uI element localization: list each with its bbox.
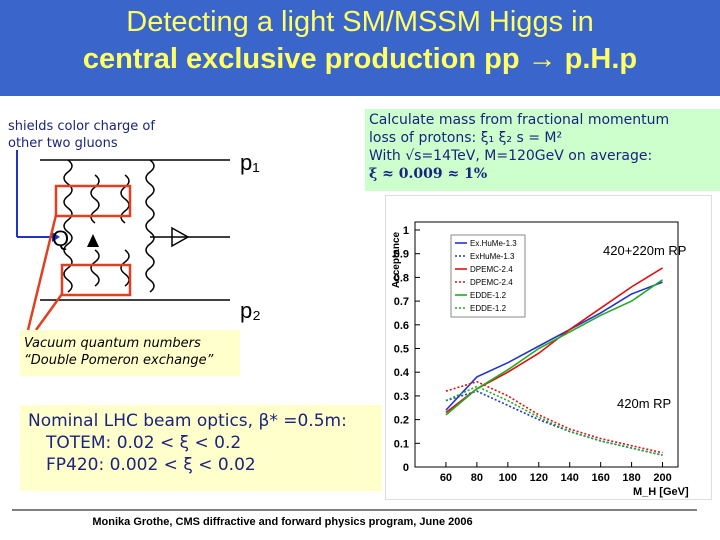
calc-line: Calculate mass from fractional momentum: [369, 112, 670, 128]
y-tick-label: 0.5: [394, 344, 409, 356]
y-tick-label: 0.3: [394, 391, 409, 403]
plot-frame: [414, 221, 679, 468]
legend-label: EDDE-1.2: [470, 304, 507, 313]
x-tick-label: 200: [653, 472, 671, 484]
legend-label: Ex.HuMe-1.3: [470, 239, 517, 248]
y-tick-label: 0.1: [394, 438, 409, 450]
proton-label: p₂: [240, 298, 261, 323]
legend-label: DPEMC-2.4: [470, 265, 513, 274]
y-tick-label: 0.7: [394, 296, 409, 308]
x-tick-label: 60: [440, 472, 452, 484]
note-line: shields color charge of: [8, 119, 155, 134]
series-line: [445, 385, 663, 456]
y-tick-label: 0.8: [394, 272, 409, 284]
y-tick-label: 0.4: [394, 367, 410, 379]
y-axis-label: Acceptance: [391, 231, 402, 288]
calc-line: ξ ≈ 0.009 ≈ 1%: [369, 166, 488, 182]
proton-label: p₁: [240, 150, 260, 175]
y-tick-label: 0.6: [394, 320, 409, 332]
calc-box: Calculate mass from fractional momentum …: [365, 109, 720, 191]
series-line: [445, 279, 663, 416]
optics-line: Nominal LHC beam optics, β* =0.5m:: [28, 411, 347, 431]
legend-label: ExHuMe-1.3: [470, 252, 515, 261]
footer: Monika Grothe, CMS diffractive and forwa…: [92, 516, 473, 528]
y-tick-label: 1: [403, 225, 409, 237]
vacuum-line: “Double Pomeron exchange”: [24, 353, 214, 368]
x-tick-label: 120: [530, 472, 548, 484]
y-tick-label: 0: [403, 462, 409, 474]
annotation: 420m RP: [617, 396, 671, 411]
x-axis-label: M_H [GeV]: [633, 486, 689, 498]
optics-box: Nominal LHC beam optics, β* =0.5m: TOTEM…: [20, 405, 382, 491]
calc-line: With √s=14TeV, M=120GeV on average:: [369, 148, 653, 164]
vacuum-box: Vacuum quantum numbers “Double Pomeron e…: [20, 330, 240, 376]
title-line: central exclusive production pp → p.H.p: [82, 43, 638, 75]
chart-panel: [385, 195, 712, 500]
y-tick-label: 0.9: [394, 249, 409, 261]
optics-line: TOTEM: 0.02 < ξ < 0.2: [46, 433, 242, 453]
series-line: [445, 281, 663, 411]
x-tick-label: 100: [499, 472, 517, 484]
title: Detecting a light SM/MSSM Higgs in centr…: [0, 0, 720, 96]
y-tick-label: 0.2: [394, 415, 409, 427]
x-tick-label: 180: [622, 472, 640, 484]
quark-label: Q: [52, 226, 69, 251]
x-tick-label: 80: [471, 472, 483, 484]
optics-line: FP420: 0.002 < ξ < 0.02: [46, 455, 256, 475]
title-line: Detecting a light SM/MSSM Higgs in: [126, 6, 594, 38]
note: shields color charge of other two gluons: [8, 118, 155, 152]
legend-label: DPEMC-2.4: [470, 278, 513, 287]
legend-label: EDDE-1.2: [470, 291, 507, 300]
vacuum-line: Vacuum quantum numbers: [24, 336, 201, 351]
legend-box: [450, 234, 526, 318]
x-tick-label: 160: [591, 472, 609, 484]
x-tick-label: 140: [561, 472, 579, 484]
annotation: 420+220m RP: [603, 243, 686, 258]
calc-line: loss of protons: ξ₁ ξ₂ s = M²: [369, 130, 563, 146]
note-line: other two gluons: [8, 136, 118, 151]
